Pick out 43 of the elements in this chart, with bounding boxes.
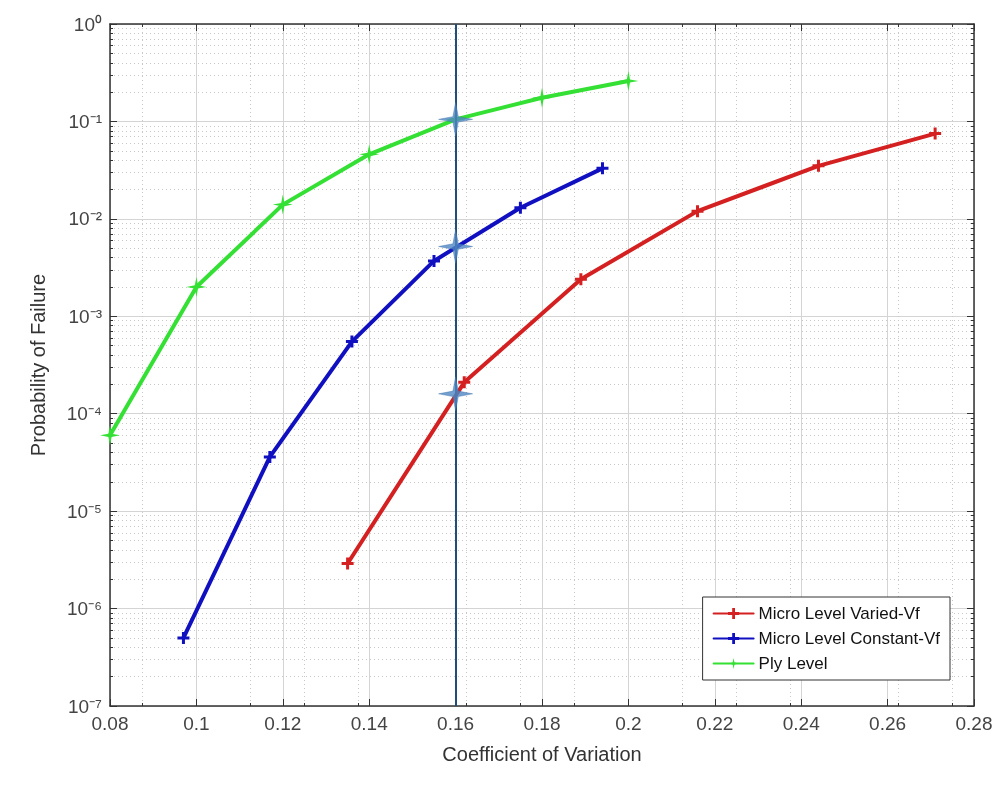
y-axis-title: Probability of Failure	[27, 273, 49, 457]
x-tick-label: 0.22	[696, 713, 734, 734]
x-tick-label: 0.28	[955, 713, 993, 734]
point	[929, 127, 942, 140]
x-tick-label: 0.1	[183, 713, 210, 734]
y-tick-label: 10⁻¹	[68, 110, 102, 132]
point	[272, 194, 293, 215]
x-tick-label: 0.18	[523, 713, 561, 734]
point	[438, 102, 473, 137]
point	[596, 162, 609, 175]
legend-label: Ply Level	[758, 654, 828, 673]
point	[514, 201, 527, 214]
point	[263, 450, 276, 463]
point	[574, 273, 587, 286]
point	[345, 335, 358, 348]
x-axis-title: Coefficient of Variation	[442, 743, 642, 765]
y-tick-label: 10⁻²	[68, 208, 102, 230]
legend-label: Micro Level Varied-Vf	[758, 604, 921, 623]
point	[438, 376, 473, 412]
x-tick-label: 0.24	[782, 713, 821, 734]
y-tick-label: 10⁰	[73, 13, 102, 35]
x-tick-label: 0.14	[350, 713, 389, 734]
point	[438, 229, 473, 264]
point	[177, 631, 190, 644]
point	[186, 276, 207, 297]
point	[691, 205, 704, 218]
point	[428, 254, 440, 267]
legend-label: Micro Level Constant-Vf	[758, 629, 941, 648]
x-tick-label: 0.16	[437, 713, 475, 734]
y-tick-label: 10⁻⁵	[66, 500, 102, 522]
point	[100, 425, 120, 446]
point	[458, 376, 471, 389]
point	[532, 87, 552, 108]
y-tick-label: 10⁻⁴	[66, 403, 102, 425]
x-tick-label: 0.12	[264, 713, 302, 734]
x-tick-label: 0.2	[615, 713, 642, 734]
x-tick-label: 0.26	[869, 713, 907, 734]
point	[618, 71, 639, 91]
y-tick-label: 10⁻⁶	[67, 598, 102, 620]
y-tick-label: 10⁻³	[68, 305, 102, 327]
point	[341, 557, 354, 570]
point	[359, 144, 380, 165]
point	[812, 159, 825, 172]
